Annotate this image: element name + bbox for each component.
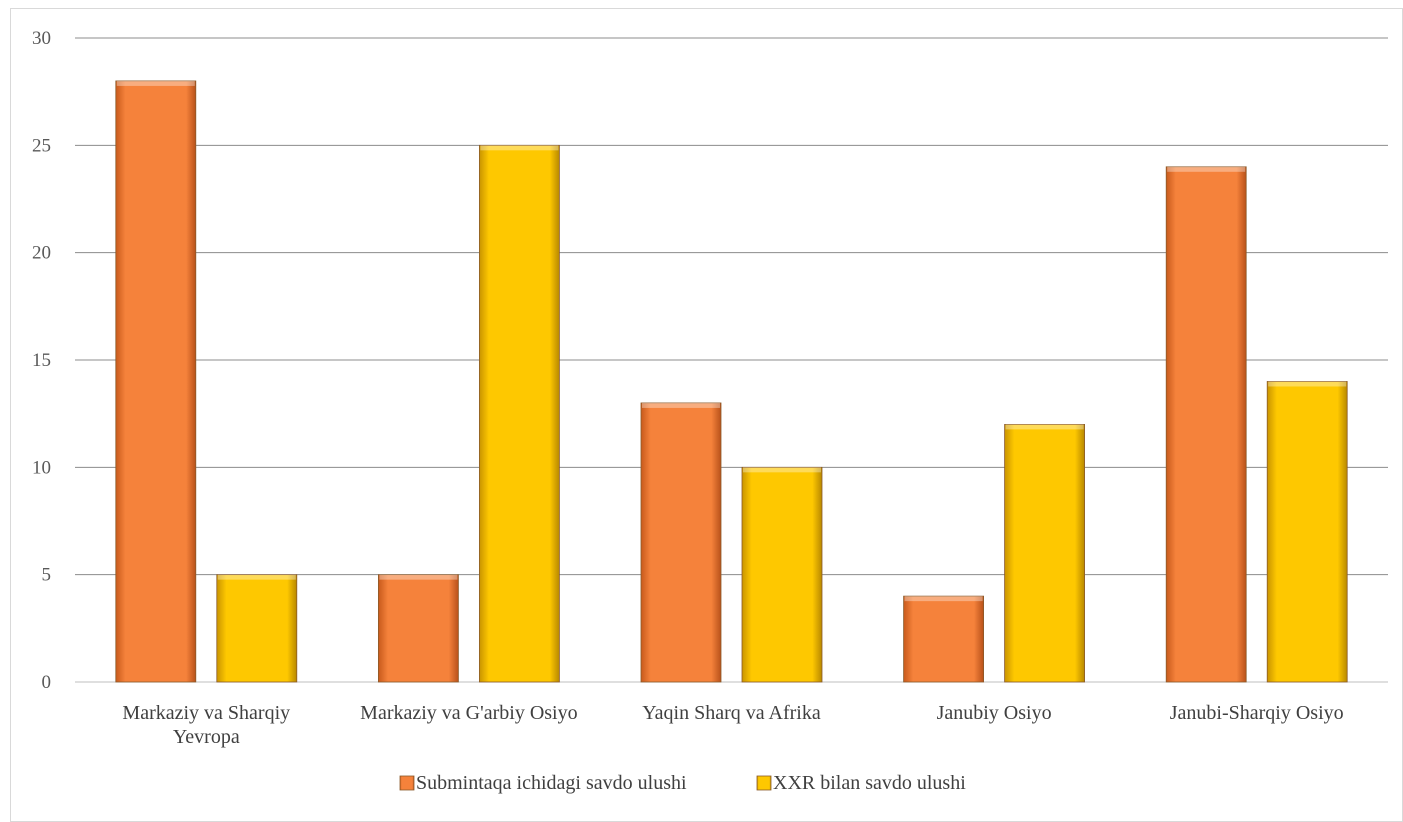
bar-highlight — [1167, 166, 1246, 172]
y-tick-label: 30 — [32, 28, 51, 49]
y-tick-label: 10 — [32, 457, 51, 478]
x-tick-label: Yevropa — [173, 726, 240, 748]
bar-highlight — [1268, 381, 1347, 387]
legend-swatch — [756, 775, 772, 791]
bar-highlight — [743, 467, 821, 473]
x-tick-label: Markaziy va Sharqiy — [122, 702, 290, 724]
bar-highlight — [642, 402, 720, 408]
y-tick-label: 20 — [32, 243, 51, 264]
bar — [1165, 166, 1247, 683]
y-tick-label: 15 — [32, 350, 51, 371]
bar — [640, 402, 722, 683]
legend-swatch — [399, 775, 415, 791]
bar — [741, 466, 823, 683]
x-tick-label: Janubiy Osiyo — [937, 702, 1052, 724]
x-tick-label: Yaqin Sharq va Afrika — [642, 702, 821, 724]
bar — [1004, 423, 1085, 683]
bar — [903, 595, 984, 683]
legend-label: XXR bilan savdo ulushi — [773, 772, 966, 794]
bar-highlight — [116, 80, 195, 86]
legend-label: Submintaqa ichidagi savdo ulushi — [416, 772, 687, 794]
bar-highlight — [1005, 424, 1084, 430]
y-tick-label: 25 — [32, 135, 51, 156]
bar — [478, 144, 560, 683]
bar — [115, 80, 197, 683]
bar-highlight — [904, 596, 983, 602]
y-tick-label: 0 — [42, 672, 52, 693]
x-tick-label: Markaziy va G'arbiy Osiyo — [360, 702, 577, 724]
bar — [377, 574, 459, 683]
x-tick-label: Janubi-Sharqiy Osiyo — [1170, 702, 1344, 724]
bar-highlight — [217, 574, 296, 580]
bar-highlight — [379, 574, 458, 580]
bar — [216, 574, 298, 683]
bar — [1266, 381, 1348, 683]
bar-highlight — [480, 145, 559, 151]
y-tick-label: 5 — [42, 565, 52, 586]
